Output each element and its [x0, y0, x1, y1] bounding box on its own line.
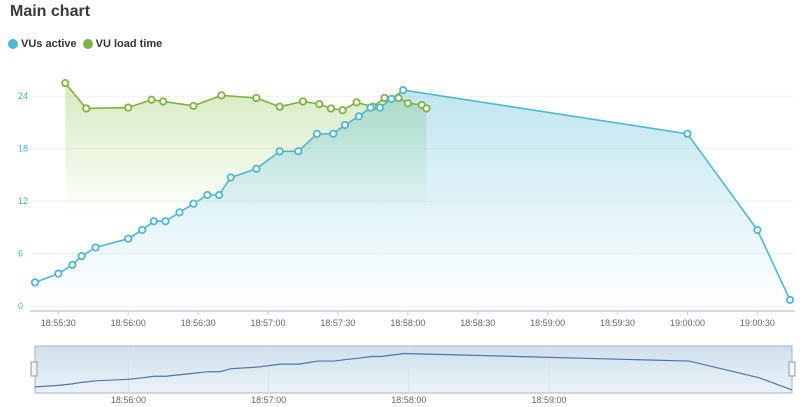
data-point-vus-active: [354, 112, 364, 121]
x-tick-label: 18:59:00: [530, 318, 565, 328]
x-tick-label: 18:57:30: [320, 318, 355, 328]
data-point-vus-active: [91, 243, 100, 252]
legend-item-vus-active[interactable]: VUs active: [8, 38, 77, 50]
navigator-right-handle: [788, 361, 796, 377]
data-point-vu-load-time: [159, 97, 168, 106]
data-point-vus-active: [30, 278, 40, 287]
data-point-vu-load-time: [61, 79, 70, 88]
legend-marker-vus-active: [8, 39, 18, 49]
data-point-vus-active: [161, 217, 170, 226]
legend-marker-vu-load-time: [82, 39, 93, 49]
x-tick-label: 18:56:30: [181, 318, 216, 328]
data-point-vus-active: [124, 234, 133, 243]
data-point-vu-load-time: [352, 98, 361, 107]
navigator-tick-label: 18:59:00: [531, 395, 566, 405]
y-tick-label: 24: [18, 91, 28, 101]
x-tick-label: 18:59:30: [600, 318, 635, 328]
data-point-vus-active: [214, 190, 224, 200]
data-point-vus-active: [785, 295, 795, 304]
data-point-vu-load-time: [124, 103, 133, 112]
data-point-vus-active: [77, 252, 86, 261]
data-point-vus-active: [366, 103, 375, 112]
data-point-vus-active: [68, 260, 77, 270]
x-tick-label: 18:55:30: [41, 318, 76, 328]
data-point-vus-active: [226, 173, 235, 182]
x-tick-label: 19:00:00: [670, 318, 705, 328]
data-point-vus-active: [175, 208, 184, 217]
data-point-vus-active: [340, 120, 350, 130]
x-tick-label: 18:57:00: [251, 318, 286, 328]
x-tick-label: 19:00:30: [740, 318, 775, 328]
data-point-vu-load-time: [394, 93, 403, 103]
data-point-vu-load-time: [338, 106, 347, 115]
data-point-vu-load-time: [252, 93, 261, 103]
legend-label-vu-load-time: VU load time: [95, 38, 163, 50]
data-point-vus-active: [329, 129, 338, 138]
navigator-window: [34, 345, 793, 394]
x-tick-label: 18:56:00: [111, 318, 146, 328]
x-tick-label: 18:58:30: [460, 318, 495, 328]
legend-item-vu-load-time[interactable]: VU load time: [82, 38, 163, 50]
data-point-vus-active: [252, 164, 261, 173]
data-point-vus-active: [54, 269, 63, 278]
y-tick-label: 6: [18, 249, 23, 259]
data-point-vu-load-time: [189, 101, 198, 110]
chart-title: Main chart: [10, 3, 91, 20]
y-tick-label: 18: [18, 144, 28, 154]
data-point-vus-active: [683, 129, 692, 138]
data-point-vus-active: [387, 94, 396, 103]
data-point-vu-load-time: [275, 102, 284, 111]
y-tick-label: 12: [18, 196, 28, 206]
x-tick-label: 18:58:00: [390, 318, 425, 328]
data-point-vu-load-time: [298, 97, 308, 106]
data-point-vus-active: [753, 225, 762, 235]
series-line-vus-active: [34, 89, 791, 301]
navigator-tick-label: 18:57:00: [251, 395, 286, 405]
data-point-vu-load-time: [422, 104, 431, 113]
legend-label-vus-active: VUs active: [21, 38, 77, 50]
data-point-vu-load-time: [315, 99, 324, 109]
data-point-vu-load-time: [82, 104, 91, 113]
data-point-vu-load-time: [403, 99, 412, 108]
data-point-vus-active: [375, 103, 384, 112]
y-tick-label: 0: [18, 301, 23, 311]
data-point-vus-active: [294, 147, 303, 156]
data-point-vus-active: [312, 129, 322, 138]
navigator-left-handle: [30, 361, 38, 377]
data-point-vus-active: [203, 190, 212, 200]
data-point-vus-active: [399, 86, 408, 95]
navigator-tick-label: 18:56:00: [111, 395, 146, 405]
data-point-vu-load-time: [147, 95, 156, 104]
data-point-vu-load-time: [217, 91, 226, 100]
data-point-vu-load-time: [326, 104, 336, 113]
data-point-vus-active: [189, 199, 198, 208]
navigator-tick-label: 18:58:00: [391, 395, 426, 405]
data-point-vu-load-time: [380, 93, 389, 103]
data-point-vus-active: [138, 225, 147, 235]
data-point-vus-active: [275, 147, 284, 156]
navigator-series-line: [34, 352, 793, 391]
series-area-vus-active: [35, 90, 790, 307]
data-point-vus-active: [149, 217, 158, 226]
chart-legend: VUs active VU load time: [8, 38, 162, 50]
